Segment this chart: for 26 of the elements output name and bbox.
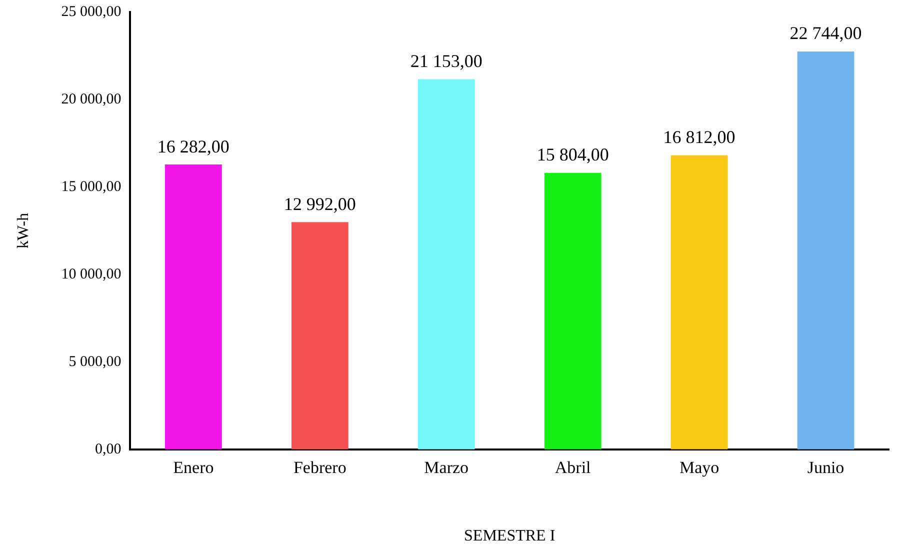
bar	[670, 155, 728, 450]
bar	[544, 172, 602, 450]
bar	[418, 79, 475, 450]
y-tick-label: 5 000,00	[68, 354, 122, 370]
x-tick-label: Junio	[807, 458, 844, 478]
data-label: 15 804,00	[536, 144, 609, 165]
data-label: 22 744,00	[790, 23, 862, 44]
y-tick-label: 0,00	[94, 441, 122, 458]
y-tick-label: 25 000,00	[61, 4, 122, 20]
bar	[291, 222, 348, 450]
x-tick-label: Enero	[173, 458, 214, 478]
data-label: 16 812,00	[663, 126, 736, 147]
bar	[797, 51, 854, 450]
y-tick-label: 15 000,00	[61, 178, 122, 195]
x-tick-label: Mayo	[679, 458, 720, 478]
x-tick-label: Abril	[554, 458, 592, 478]
x-tick-label: Febrero	[293, 458, 346, 478]
x-tick-label: Marzo	[424, 458, 469, 478]
data-label: 16 282,00	[157, 136, 230, 156]
y-tick-label: 10 000,00	[61, 266, 122, 282]
bar	[164, 164, 222, 450]
data-label: 12 992,00	[284, 194, 356, 214]
y-tick-label: 20 000,00	[61, 91, 122, 108]
data-label: 21 153,00	[410, 51, 482, 72]
x-axis-title: SEMESTRE I	[464, 528, 556, 545]
y-axis-title: kW-h	[14, 212, 32, 248]
